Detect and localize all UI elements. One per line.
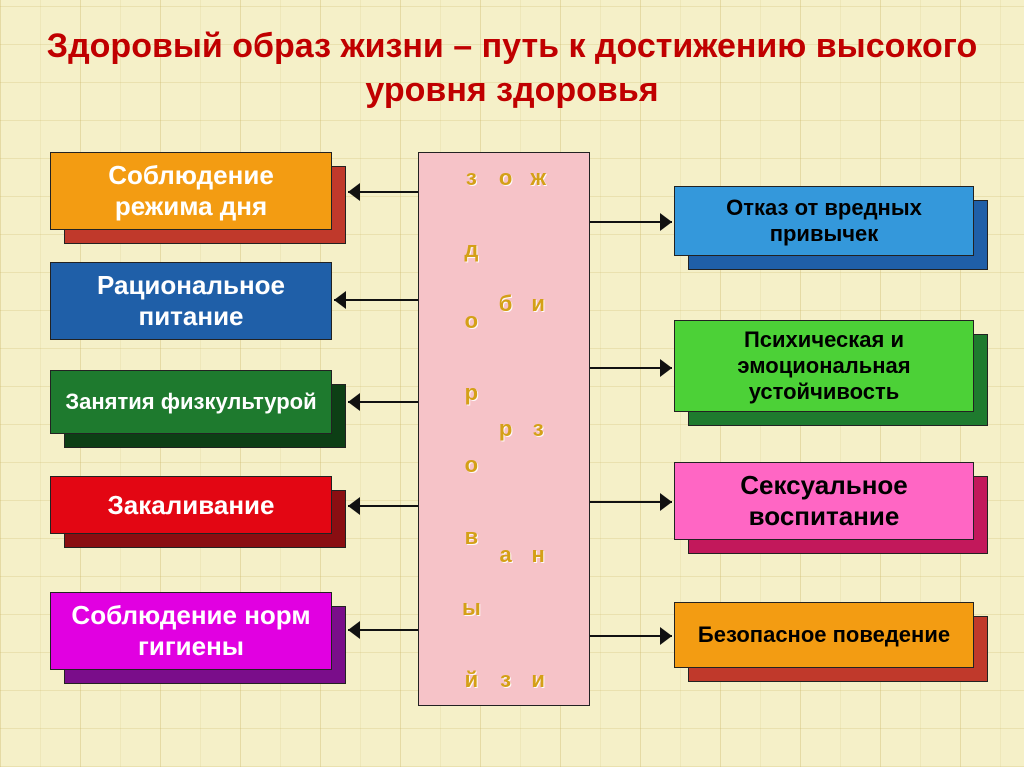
node-psych: Психическая и эмоциональная устойчивость xyxy=(674,320,974,412)
node-regime: Соблюдение режима дня xyxy=(50,152,332,230)
center-block: здоровый образ жизни xyxy=(418,152,590,706)
center-vertical-text: здоровый образ жизни xyxy=(419,153,589,705)
diagram-root: Здоровый образ жизни – путь к достижению… xyxy=(0,0,1024,767)
node-box: Рациональное питание xyxy=(50,262,332,340)
node-pe: Занятия физкультурой xyxy=(50,370,332,434)
node-box: Сексуальное воспитание xyxy=(674,462,974,540)
node-hardening: Закаливание xyxy=(50,476,332,534)
node-box: Соблюдение норм гигиены xyxy=(50,592,332,670)
center-word-0: здоровый xyxy=(462,167,481,691)
node-box: Занятия физкультурой xyxy=(50,370,332,434)
node-box: Психическая и эмоциональная устойчивость xyxy=(674,320,974,412)
node-box: Соблюдение режима дня xyxy=(50,152,332,230)
node-habits: Отказ от вредных привычек xyxy=(674,186,974,256)
node-box: Отказ от вредных привычек xyxy=(674,186,974,256)
center-word-1: образ xyxy=(499,167,513,691)
node-box: Закаливание xyxy=(50,476,332,534)
node-box: Безопасное поведение xyxy=(674,602,974,668)
node-sex-ed: Сексуальное воспитание xyxy=(674,462,974,540)
node-nutrition: Рациональное питание xyxy=(50,262,332,340)
center-word-2: жизни xyxy=(530,167,546,691)
node-hygiene: Соблюдение норм гигиены xyxy=(50,592,332,670)
page-title: Здоровый образ жизни – путь к достижению… xyxy=(0,24,1024,112)
node-safety: Безопасное поведение xyxy=(674,602,974,668)
